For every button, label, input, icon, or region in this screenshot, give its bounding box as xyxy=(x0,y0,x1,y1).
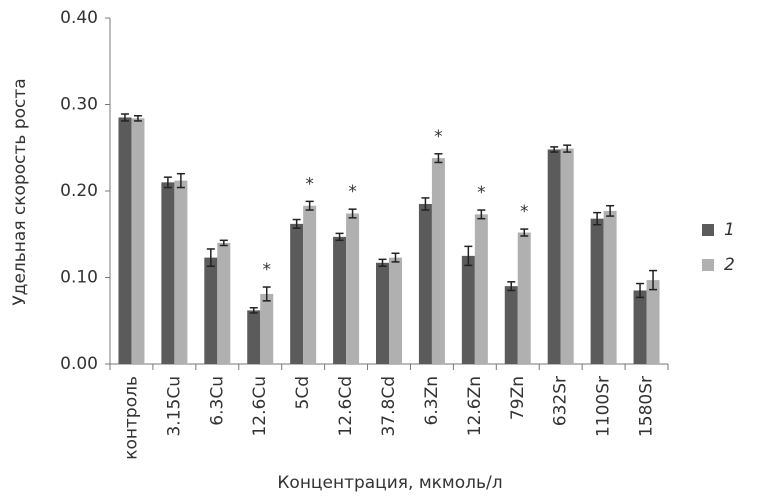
bar xyxy=(346,213,360,364)
error-bar xyxy=(176,172,185,189)
y-tick-label: 0.20 xyxy=(60,181,98,201)
legend-label: 1 xyxy=(724,220,735,240)
x-tick-label: 5Cd xyxy=(293,376,313,409)
y-tick-label: 0.00 xyxy=(60,354,98,374)
bar xyxy=(376,262,389,364)
error-bar xyxy=(305,200,314,211)
x-tick-label: 632Sr xyxy=(551,376,571,426)
bar xyxy=(431,158,445,364)
bar xyxy=(217,242,231,364)
bar xyxy=(474,214,488,364)
bar xyxy=(547,149,561,364)
error-bar xyxy=(292,218,301,229)
bar xyxy=(118,117,132,364)
error-bar xyxy=(163,176,172,189)
error-bar xyxy=(335,232,344,242)
error-bar xyxy=(391,252,400,263)
bar xyxy=(260,293,274,364)
error-bar xyxy=(348,208,357,219)
bar xyxy=(303,205,317,364)
bar xyxy=(389,257,402,364)
bar xyxy=(633,290,647,364)
bar xyxy=(333,236,347,364)
legend-swatch xyxy=(702,224,714,236)
bar xyxy=(161,182,175,364)
significance-mark: * xyxy=(477,183,486,203)
error-bar xyxy=(219,239,228,247)
bar xyxy=(461,255,475,364)
error-bar xyxy=(464,245,473,267)
error-bar xyxy=(520,228,529,237)
x-tick-label: 1100Sr xyxy=(594,376,614,437)
bar xyxy=(290,223,304,364)
y-tick-label: 0.10 xyxy=(60,268,98,288)
bar xyxy=(603,210,617,364)
legend-swatch xyxy=(702,259,714,271)
bar xyxy=(247,310,261,364)
x-tick-label: 1580Sr xyxy=(637,376,657,437)
bar xyxy=(646,280,660,364)
error-bar xyxy=(434,153,443,164)
bar xyxy=(517,232,531,364)
error-bar xyxy=(606,204,615,217)
significance-mark: * xyxy=(348,182,357,202)
y-tick-label: 0.30 xyxy=(60,95,98,115)
error-bar xyxy=(133,114,142,122)
bar xyxy=(504,286,518,364)
x-tick-label: контроль xyxy=(121,376,141,460)
significance-mark: * xyxy=(262,260,271,280)
error-bar xyxy=(206,248,215,268)
error-bar xyxy=(120,113,129,122)
bar xyxy=(174,180,188,364)
error-bar xyxy=(507,281,516,292)
significance-mark: * xyxy=(520,202,529,222)
bar xyxy=(131,118,145,364)
error-bar xyxy=(378,258,387,268)
y-axis-label: Удельная скорость роста xyxy=(10,78,30,305)
legend-label: 2 xyxy=(724,255,735,275)
x-axis-label: Концентрация, мкмоль/л xyxy=(277,473,502,493)
x-tick-label: 37.8Cd xyxy=(379,376,399,437)
error-bar xyxy=(421,197,430,211)
error-bar xyxy=(550,146,559,153)
x-tick-label: 79Zn xyxy=(508,376,528,420)
x-tick-label: 6.3Zn xyxy=(422,376,442,425)
x-tick-label: 3.15Cu xyxy=(164,376,184,437)
error-bar xyxy=(636,282,645,299)
y-tick-label: 0.40 xyxy=(60,8,98,28)
error-bar xyxy=(477,209,486,220)
error-bar xyxy=(262,286,271,302)
error-bar xyxy=(649,269,658,291)
bar xyxy=(590,218,604,364)
significance-mark: * xyxy=(305,174,314,194)
error-bar xyxy=(249,307,258,314)
error-bar xyxy=(563,144,572,153)
bar xyxy=(418,203,432,364)
x-tick-label: 12.6Zn xyxy=(465,376,485,436)
x-tick-label: 12.6Cd xyxy=(336,376,356,437)
bar xyxy=(204,257,218,364)
significance-mark: * xyxy=(434,127,443,147)
x-tick-label: 6.3Cu xyxy=(207,376,227,426)
bar xyxy=(560,148,574,364)
error-bar xyxy=(593,211,602,226)
x-tick-label: 12.6Cu xyxy=(250,376,270,437)
